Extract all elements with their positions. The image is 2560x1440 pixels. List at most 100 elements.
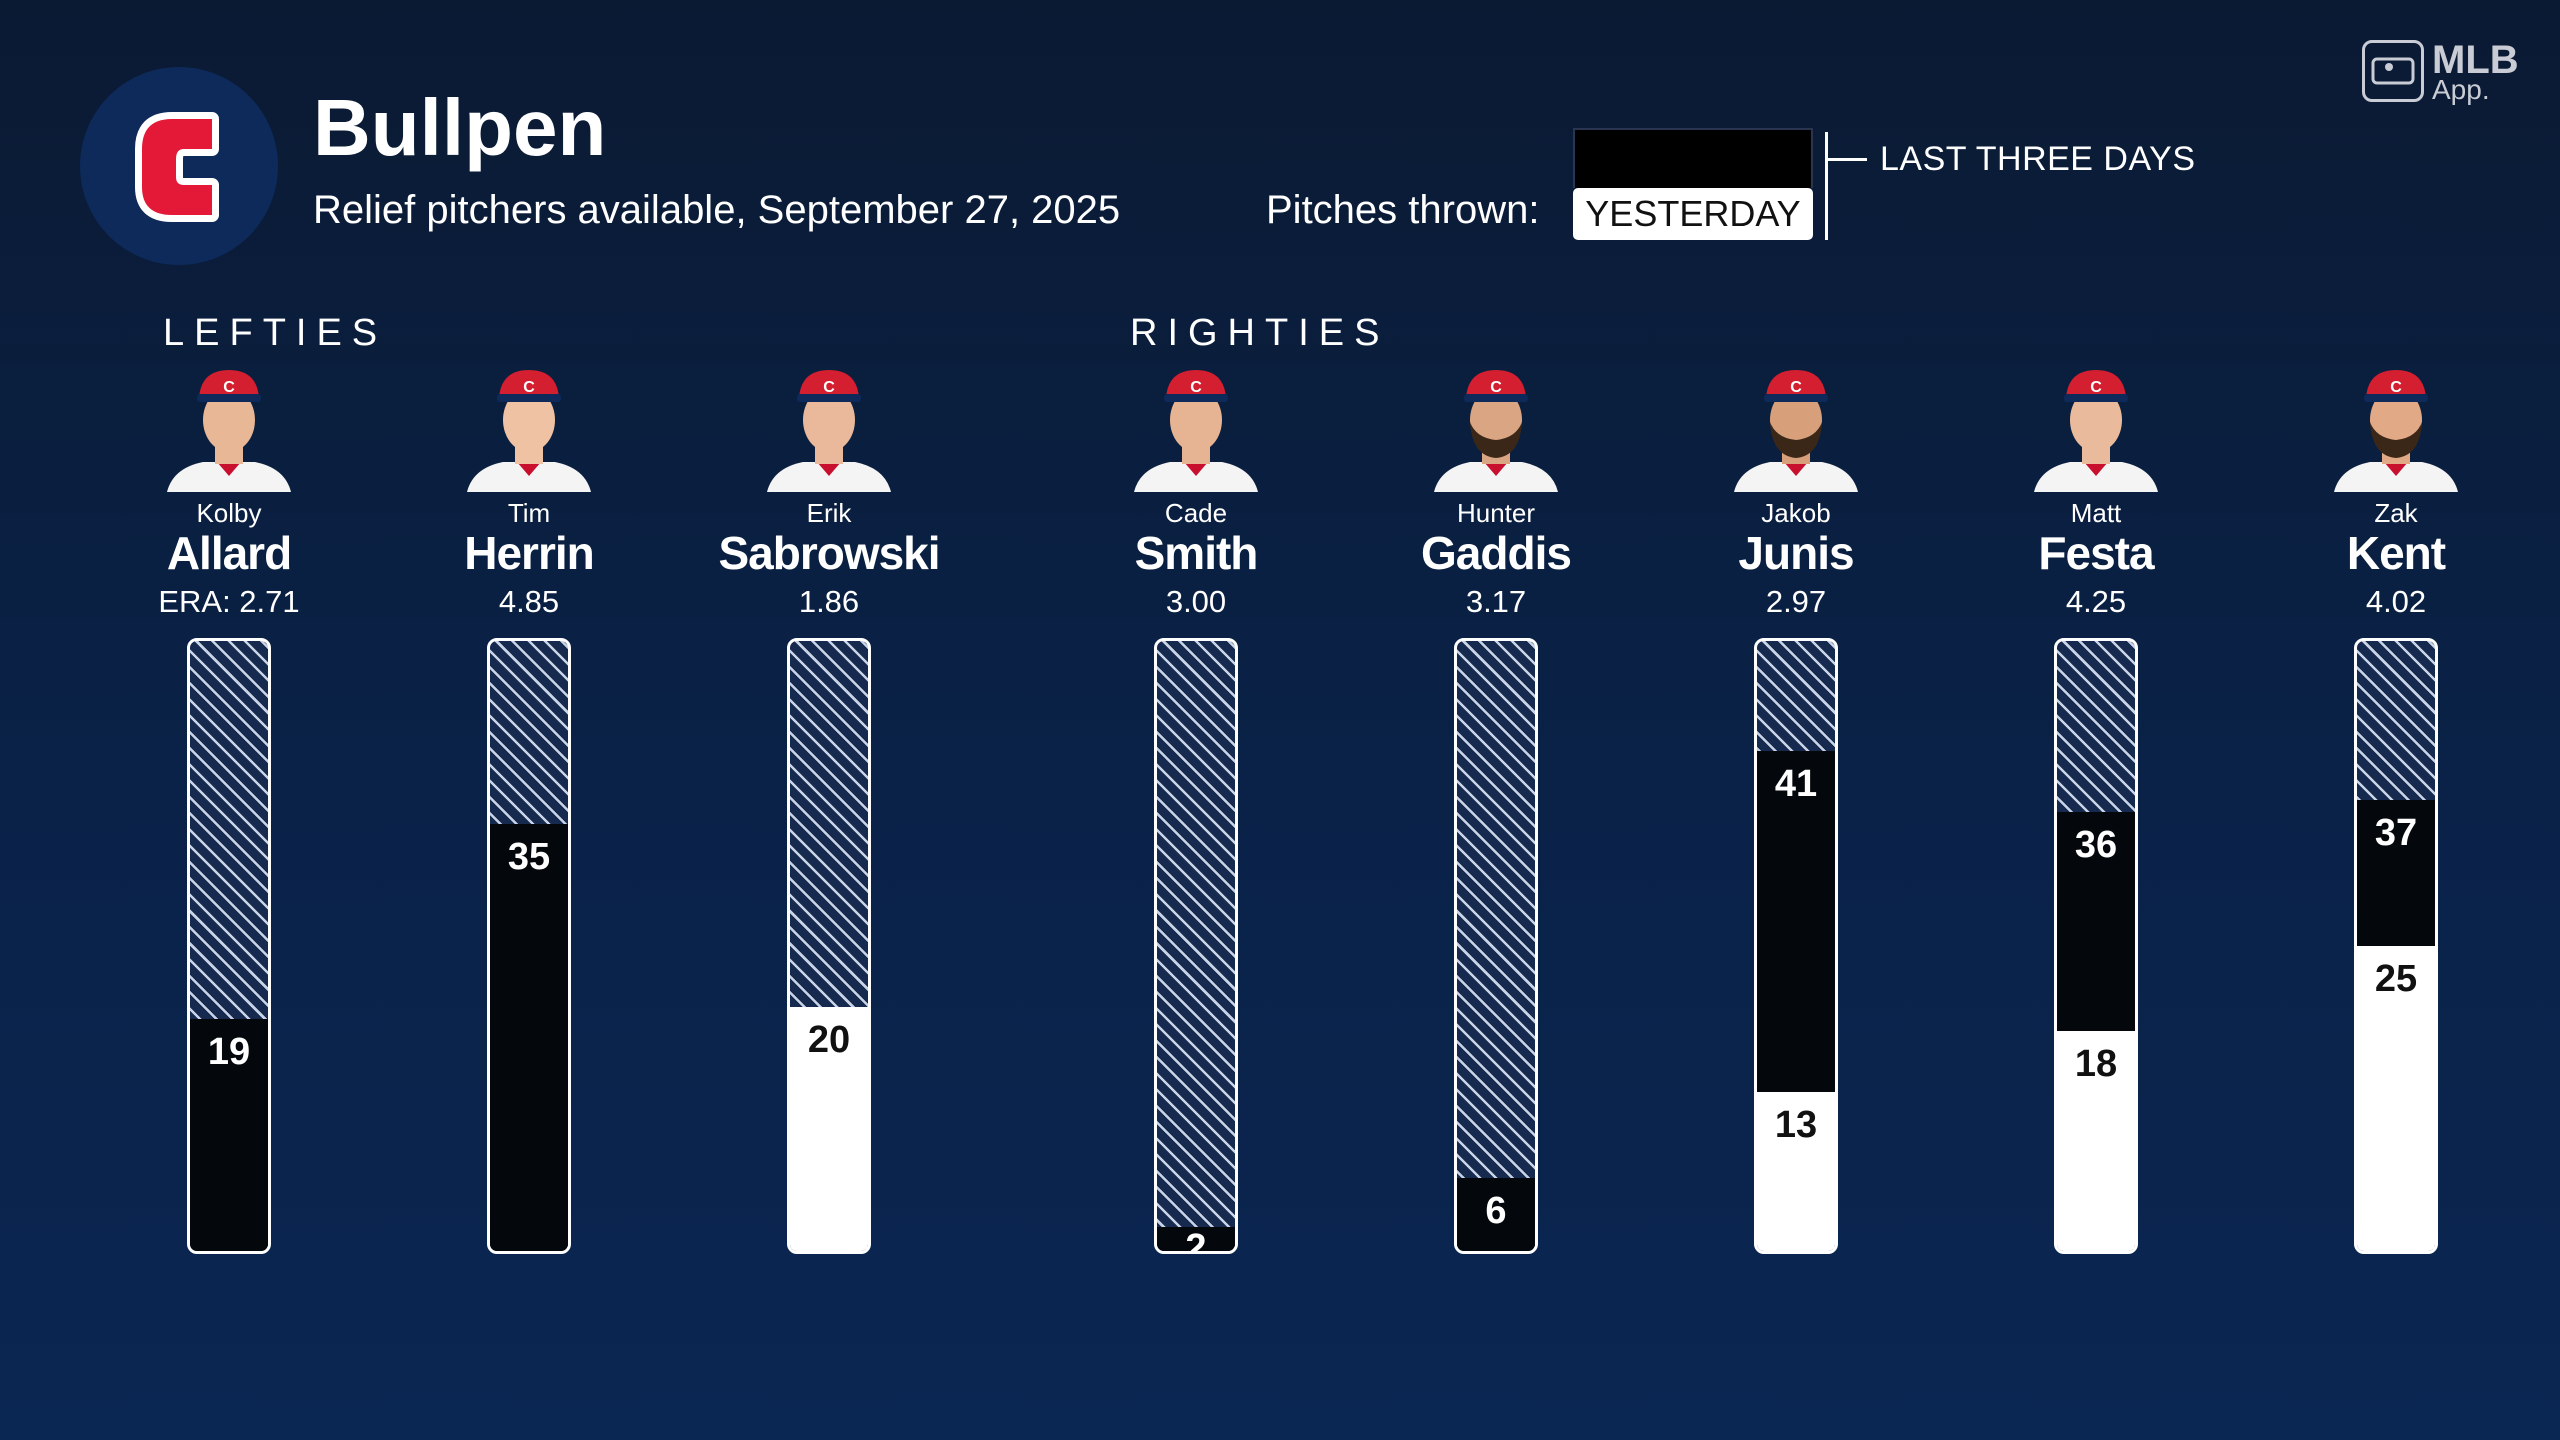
player-era: 4.25: [2065, 584, 2127, 619]
bar-value-label: 13: [1774, 1104, 1818, 1146]
svg-text:C: C: [2390, 379, 2402, 396]
group-label-lefties: LEFTIES: [163, 312, 388, 354]
team-c-logo-icon: [135, 112, 219, 222]
player-headshot-icon: C: [1434, 370, 1558, 492]
bar-segment-yesterday: 18: [2057, 1031, 2135, 1251]
player-headshot: C: [1726, 360, 1866, 492]
player-era: 2.97: [1765, 584, 1827, 619]
bar-segment-last-three-days: 36: [2057, 812, 2135, 1031]
bar-value-label: 35: [507, 836, 551, 878]
svg-text:C: C: [1190, 379, 1202, 396]
pitch-bar-smith: 2: [1154, 638, 1238, 1254]
player-first-name: Matt: [2070, 498, 2122, 528]
player-last-name: Herrin: [464, 527, 594, 579]
bar-value-label: 6: [1485, 1190, 1507, 1232]
player-headshot: C: [759, 360, 899, 492]
group-label-righties: RIGHTIES: [1130, 312, 1390, 354]
player-headshot: C: [2026, 360, 2166, 492]
player-last-name: Kent: [2346, 527, 2446, 579]
bar-segment-last-three-days: 37: [2357, 800, 2435, 946]
bar-value-label: 20: [807, 1019, 851, 1061]
bar-value-label: 2: [1185, 1227, 1207, 1254]
player-first-name: Erik: [806, 498, 852, 528]
pitcher-herrin: C Tim Herrin 4.85: [399, 360, 659, 617]
bar-segment-yesterday: 13: [1757, 1092, 1835, 1251]
player-era: 4.02: [2365, 584, 2427, 619]
pitcher-gaddis: C Hunter Gaddis 3.17: [1366, 360, 1626, 617]
player-last-name: Gaddis: [1421, 527, 1572, 579]
player-headshot: C: [1426, 360, 1566, 492]
player-era: 1.86: [798, 584, 860, 619]
mlb-brand: MLB: [2432, 38, 2519, 82]
bar-segment-last-three-days: 2: [1157, 1227, 1235, 1251]
svg-text:C: C: [1490, 379, 1502, 396]
player-last-name: Smith: [1134, 527, 1259, 579]
pitch-bar-festa: 36 18: [2054, 638, 2138, 1254]
pitcher-smith: C Cade Smith 3.00: [1066, 360, 1326, 617]
player-era: 3.00: [1165, 584, 1227, 619]
bar-value-label: 25: [2374, 958, 2418, 1000]
player-headshot: C: [1126, 360, 1266, 492]
bar-segment-last-three-days: 19: [190, 1019, 268, 1251]
legend-last-three-label: LAST THREE DAYS: [1880, 140, 2196, 178]
player-headshot-icon: C: [1134, 370, 1258, 492]
pitch-bar-herrin: 35: [487, 638, 571, 1254]
player-first-name: Tim: [507, 498, 551, 528]
mlb-app-label: App.: [2432, 74, 2490, 105]
player-last-name: Sabrowski: [718, 527, 940, 579]
player-last-name: Allard: [166, 527, 292, 579]
mlb-logo-icon: [2362, 40, 2424, 102]
svg-text:C: C: [1790, 379, 1802, 396]
bar-value-label: 18: [2074, 1043, 2118, 1085]
pitcher-kent: C Zak Kent 4.02: [2266, 360, 2526, 617]
page-title: Bullpen: [313, 83, 607, 172]
pitch-bar-sabrowski: 20: [787, 638, 871, 1254]
player-headshot: C: [159, 360, 299, 492]
player-era: ERA: 2.71: [158, 584, 300, 619]
bar-segment-last-three-days: 35: [490, 824, 568, 1251]
svg-text:C: C: [823, 379, 835, 396]
pitcher-allard: C Kolby Allard ERA: 2.71: [99, 360, 359, 617]
player-headshot-icon: C: [2034, 370, 2158, 492]
bar-value-label: 41: [1774, 763, 1818, 805]
pitches-thrown-label: Pitches thrown:: [1266, 188, 1540, 232]
legend-bracket-tick: [1825, 158, 1867, 161]
bar-segment-yesterday: 20: [790, 1007, 868, 1251]
legend-yesterday-swatch: YESTERDAY: [1573, 188, 1813, 240]
svg-text:C: C: [223, 379, 235, 396]
player-era: 3.17: [1465, 584, 1527, 619]
pitcher-junis: C Jakob Junis 2.97: [1666, 360, 1926, 617]
svg-text:C: C: [523, 379, 535, 396]
player-first-name: Jakob: [1761, 498, 1831, 528]
player-first-name: Kolby: [196, 498, 262, 528]
player-era: 4.85: [498, 584, 560, 619]
page-subtitle: Relief pitchers available, September 27,…: [313, 188, 1121, 232]
team-logo: [80, 67, 278, 265]
pitch-bar-gaddis: 6: [1454, 638, 1538, 1254]
player-first-name: Cade: [1164, 498, 1228, 528]
pitch-bar-allard: 19: [187, 638, 271, 1254]
player-headshot-icon: C: [1734, 370, 1858, 492]
player-first-name: Zak: [2374, 498, 2418, 528]
bar-value-label: 36: [2074, 824, 2118, 866]
player-headshot-icon: C: [2334, 370, 2458, 492]
legend-last-three-swatch: [1573, 128, 1813, 188]
bar-value-label: 19: [207, 1031, 251, 1073]
pitcher-festa: C Matt Festa 4.25: [1966, 360, 2226, 617]
bar-segment-last-three-days: 41: [1757, 751, 1835, 1092]
player-headshot: C: [2326, 360, 2466, 492]
pitch-bar-junis: 41 13: [1754, 638, 1838, 1254]
player-last-name: Festa: [2038, 527, 2154, 579]
pitcher-sabrowski: C Erik Sabrowski 1.86: [699, 360, 959, 617]
svg-text:C: C: [2090, 379, 2102, 396]
bar-segment-yesterday: 25: [2357, 946, 2435, 1251]
legend-bracket: [1825, 132, 1828, 240]
player-headshot-icon: C: [767, 370, 891, 492]
player-headshot-icon: C: [167, 370, 291, 492]
player-headshot-icon: C: [467, 370, 591, 492]
bar-value-label: 37: [2374, 812, 2418, 854]
bar-segment-last-three-days: 6: [1457, 1178, 1535, 1251]
player-last-name: Junis: [1738, 527, 1854, 579]
player-headshot: C: [459, 360, 599, 492]
player-first-name: Hunter: [1456, 498, 1536, 528]
